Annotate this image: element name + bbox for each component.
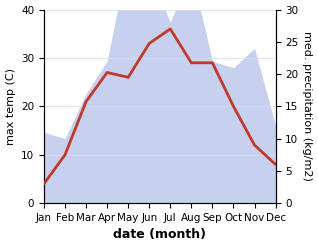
X-axis label: date (month): date (month): [113, 228, 206, 242]
Y-axis label: max temp (C): max temp (C): [5, 68, 16, 145]
Y-axis label: med. precipitation (kg/m2): med. precipitation (kg/m2): [302, 31, 313, 181]
